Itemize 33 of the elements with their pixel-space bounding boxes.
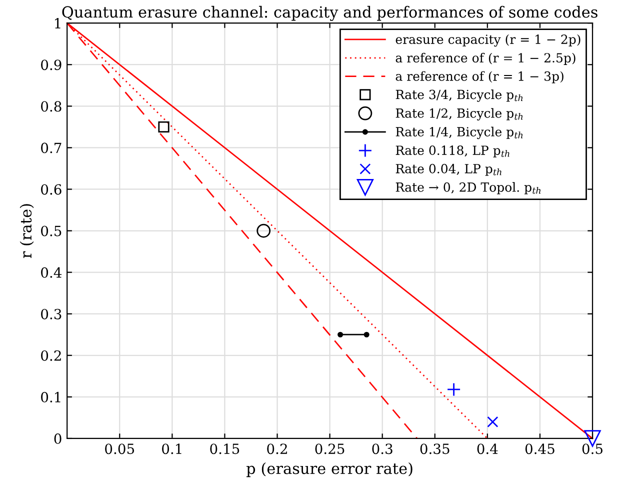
y-axis-title: r (rate) — [20, 204, 34, 258]
x-tick-label: 0.45 — [525, 444, 554, 454]
chart-title: Quantum erasure channel: capacity and performances of some codes — [62, 6, 598, 21]
y-tick-label: 0.1 — [41, 392, 60, 402]
x-tick-label: 0.1 — [162, 444, 182, 454]
legend-label: Rate → 0, 2D Topol. p$_{th}$ — [396, 182, 541, 194]
legend-label: Rate 0.04, LP p$_{th}$ — [396, 164, 502, 176]
y-tick-label: 0.5 — [41, 226, 62, 236]
legend-label: erasure capacity (r = 1 − 2p) — [396, 34, 580, 47]
x-tick-label: 0.05 — [105, 444, 134, 454]
legend-label: Rate 3/4, Bicycle p$_{th}$ — [396, 90, 523, 102]
x-tick-label: 0.25 — [315, 444, 344, 454]
legend-label: Rate 0.118, LP p$_{th}$ — [396, 146, 510, 158]
y-tick-label: 1 — [55, 18, 60, 28]
legend-label: Rate 1/2, Bicycle p$_{th}$ — [396, 108, 523, 120]
x-tick-label: 0.2 — [267, 444, 287, 454]
y-tick-label: 0.8 — [41, 101, 62, 112]
y-tick-label: 0.6 — [41, 184, 62, 195]
legend-label: Rate 1/4, Bicycle p$_{th}$ — [396, 126, 523, 140]
legend-label: a reference of (r = 1 − 3p) — [396, 71, 564, 84]
y-tick-label: 0.7 — [41, 142, 62, 154]
x-tick-label: 0.5 — [582, 444, 602, 454]
y-tick-label: 0.4 — [41, 267, 62, 278]
x-axis-title: p (erasure error rate) — [246, 462, 412, 478]
y-tick-label: 0.2 — [41, 350, 61, 361]
legend-label: a reference of (r = 1 − 2.5p) — [396, 52, 576, 65]
x-tick-label: 0.3 — [372, 444, 392, 454]
x-tick-label: 0.4 — [477, 444, 498, 454]
x-tick-label: 0.35 — [420, 444, 450, 454]
y-tick-label: 0.3 — [41, 308, 62, 320]
y-tick-label: 0 — [54, 433, 62, 444]
x-tick-label: 0.15 — [210, 444, 240, 454]
y-tick-label: 0.9 — [41, 60, 62, 70]
